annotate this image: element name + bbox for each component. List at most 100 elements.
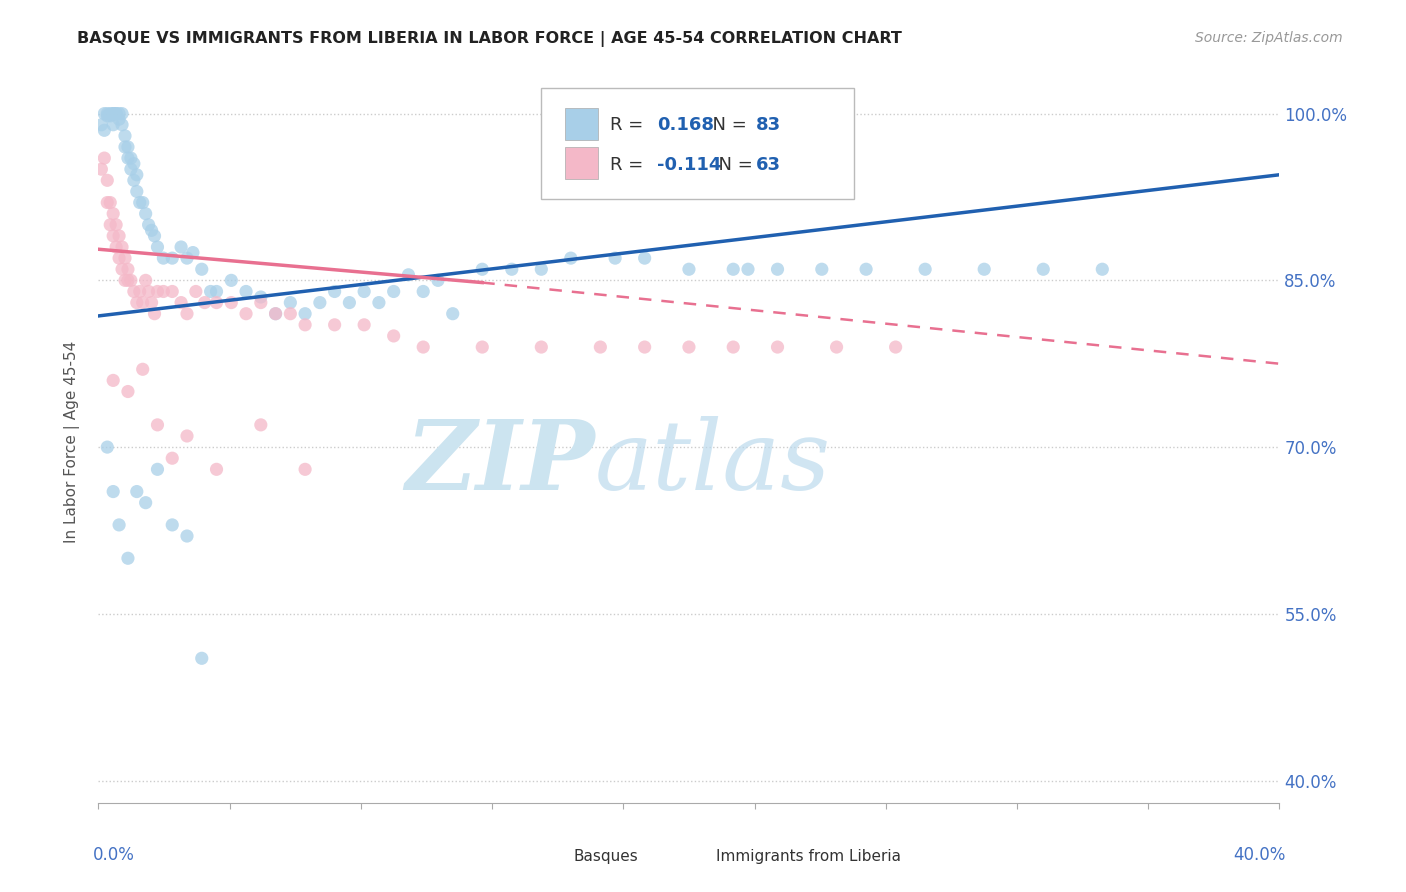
Point [108,112,131,127]
Point [353,285,375,299]
Text: Immigrants from Liberia: Immigrants from Liberia [716,849,901,863]
Point [323,285,346,299]
Point [235,285,257,299]
Y-axis label: In Labor Force | Age 45-54: In Labor Force | Age 45-54 [63,341,80,542]
Point [105,218,128,232]
Text: 83: 83 [756,116,782,134]
Point [294,318,316,332]
Point [825,340,848,354]
Point [128,195,150,210]
Point [309,295,332,310]
Point [114,273,136,287]
Text: ZIP: ZIP [405,417,595,510]
Point [120,151,142,165]
Point [117,273,139,287]
Point [589,340,612,354]
Point [382,285,405,299]
Text: R =: R = [610,156,648,174]
Point [205,285,228,299]
Point [235,307,257,321]
Point [103,207,125,221]
Point [103,228,125,243]
Point [280,307,302,321]
Point [294,462,316,476]
Point [294,307,316,321]
Point [132,195,155,210]
Point [117,140,139,154]
Point [605,251,627,265]
Point [191,262,214,277]
Point [120,273,142,287]
Point [96,195,118,210]
Point [412,285,434,299]
Point [184,285,207,299]
Point [191,651,214,665]
Point [810,262,832,277]
Point [141,223,163,237]
Point [111,106,134,120]
Text: 0.168: 0.168 [657,116,714,134]
Point [108,228,131,243]
Point [353,318,375,332]
Point [117,151,139,165]
Point [90,118,112,132]
Point [170,240,193,254]
Point [103,484,125,499]
Point [162,517,183,532]
Point [176,429,198,443]
Point [103,106,125,120]
Point [176,251,198,265]
Point [117,551,139,566]
Text: R =: R = [610,116,648,134]
Point [103,118,125,132]
Point [135,207,157,221]
Point [162,285,183,299]
Point [114,251,136,265]
Point [93,151,115,165]
Point [98,195,121,210]
Point [162,451,183,466]
Point [141,295,163,310]
Point [181,245,204,260]
Point [98,106,121,120]
Point [108,517,131,532]
Point [135,496,157,510]
Point [120,162,142,177]
Text: N =: N = [700,116,752,134]
Point [146,240,169,254]
Point [471,340,494,354]
Point [103,373,125,387]
Point [96,173,118,187]
Point [98,109,121,123]
Point [132,362,155,376]
Point [280,295,302,310]
Point [427,273,450,287]
Text: N =: N = [707,156,758,174]
Text: Source: ZipAtlas.com: Source: ZipAtlas.com [1195,31,1343,45]
Point [530,340,553,354]
Point [501,262,523,277]
Point [368,295,391,310]
Point [152,251,174,265]
Point [111,240,134,254]
Point [441,307,464,321]
Point [176,307,198,321]
Point [114,128,136,143]
Point [125,295,148,310]
Point [634,340,657,354]
Point [560,251,582,265]
Point [98,218,121,232]
Point [125,185,148,199]
Point [138,218,160,232]
Point [143,228,166,243]
Point [221,273,243,287]
Point [264,307,287,321]
Point [176,529,198,543]
Point [884,340,907,354]
Point [205,462,228,476]
Point [125,484,148,499]
Point [471,262,494,277]
Point [93,123,115,137]
Point [96,109,118,123]
Text: 63: 63 [756,156,782,174]
